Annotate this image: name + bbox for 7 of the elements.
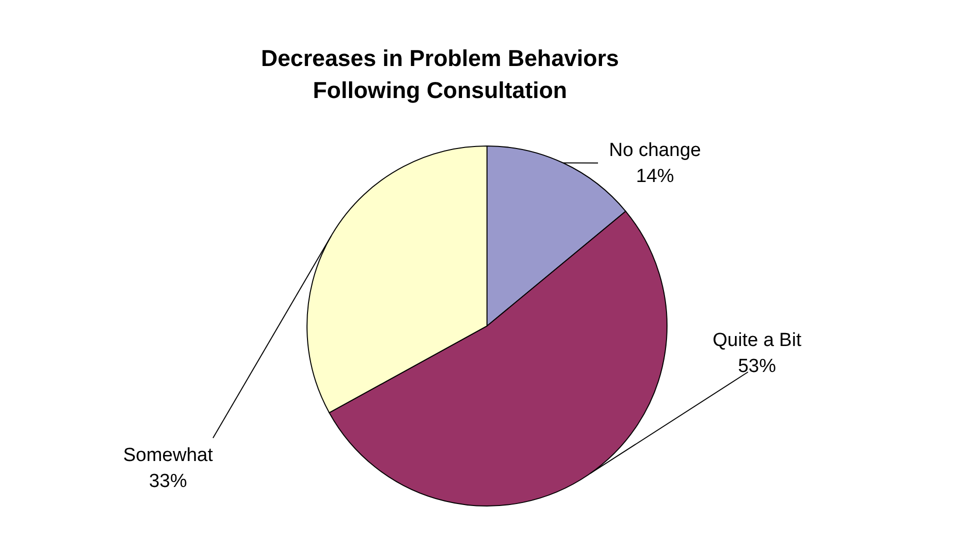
slice-label: Quite a Bit [712, 330, 802, 351]
data-label: 53% [738, 356, 776, 377]
slice-label: No change [609, 140, 701, 161]
data-label: 14% [636, 166, 674, 187]
chart-title: Decreases in Problem Behaviors Following Consultation [260, 44, 620, 105]
slice-label: Somewhat [123, 445, 214, 466]
data-label: 33% [148, 471, 188, 492]
